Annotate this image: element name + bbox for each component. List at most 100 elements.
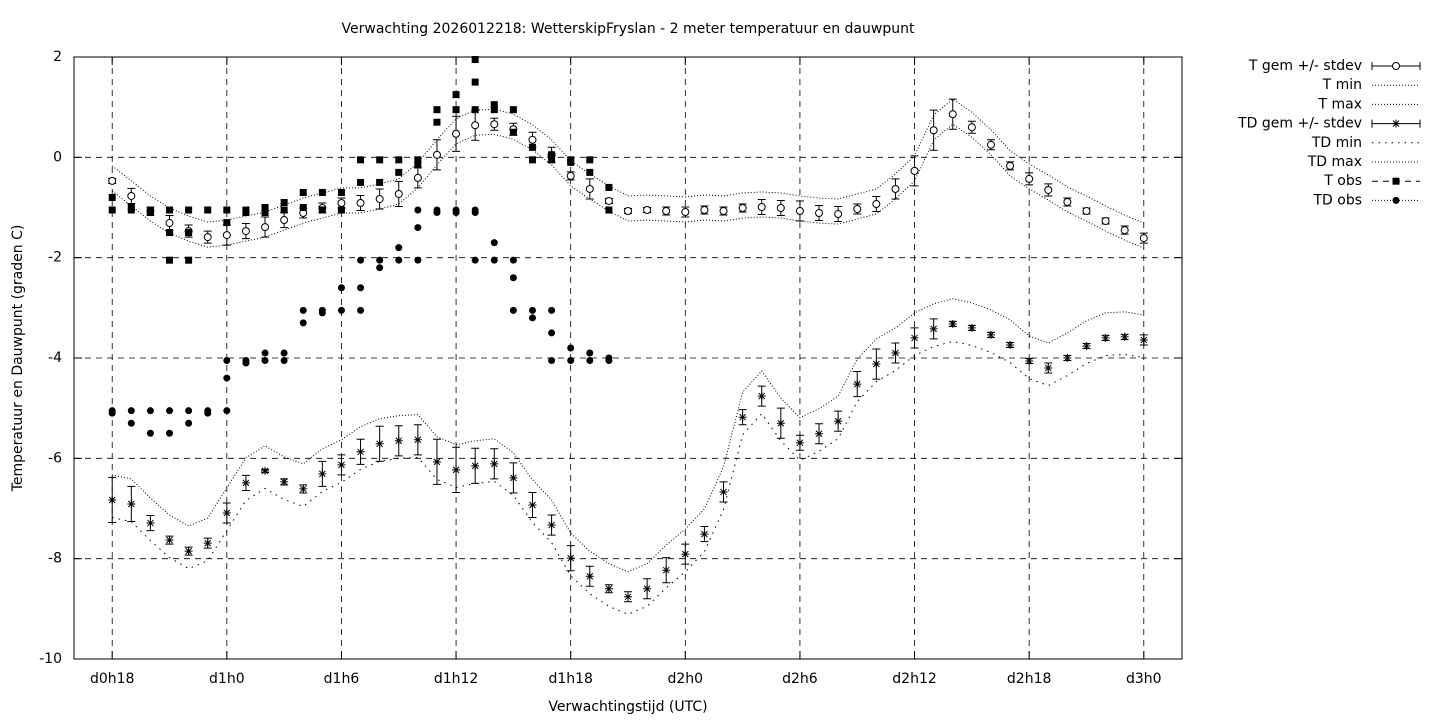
point xyxy=(185,256,193,264)
point xyxy=(509,106,517,114)
point xyxy=(452,209,460,217)
point xyxy=(241,478,250,487)
point xyxy=(127,206,135,214)
point xyxy=(548,306,556,314)
point xyxy=(356,198,365,207)
point xyxy=(318,469,327,478)
point xyxy=(280,206,288,214)
point xyxy=(681,550,690,559)
y-axis-label: Temperatuur en Dauwpunt (graden C) xyxy=(10,225,26,493)
y-tick-label: 2 xyxy=(53,49,62,65)
point xyxy=(375,194,384,203)
point xyxy=(414,156,422,164)
point xyxy=(872,360,881,369)
point xyxy=(567,344,575,352)
point xyxy=(223,206,231,214)
point xyxy=(490,120,499,129)
series-line xyxy=(112,340,1144,615)
point xyxy=(967,323,976,332)
point xyxy=(108,409,116,417)
point xyxy=(490,106,498,114)
point xyxy=(395,256,403,264)
point xyxy=(528,314,536,322)
point xyxy=(204,206,212,214)
x-tick-label: d1h6 xyxy=(324,671,360,687)
point xyxy=(203,539,212,548)
legend-label: TD gem +/- stdev xyxy=(1237,116,1362,132)
point xyxy=(548,151,556,159)
point xyxy=(567,357,575,365)
x-axis-label: Verwachtingstijd (UTC) xyxy=(548,699,707,715)
point xyxy=(738,204,747,213)
point xyxy=(146,407,154,415)
point xyxy=(1120,226,1129,235)
point xyxy=(528,135,537,144)
point xyxy=(376,256,384,264)
y-tick-label: 0 xyxy=(53,149,62,165)
point xyxy=(166,407,174,415)
point xyxy=(395,244,403,252)
point xyxy=(891,184,900,193)
point xyxy=(299,188,307,196)
point xyxy=(490,239,498,247)
point xyxy=(700,530,709,539)
legend-marker xyxy=(1392,119,1400,128)
point xyxy=(261,223,270,232)
point xyxy=(127,499,136,508)
point xyxy=(337,198,346,207)
point xyxy=(452,465,461,474)
point xyxy=(566,171,575,180)
point xyxy=(299,306,307,314)
point xyxy=(872,199,881,208)
point xyxy=(986,140,995,149)
point xyxy=(166,256,174,264)
x-tick-label: d2h18 xyxy=(1007,671,1051,687)
point xyxy=(452,106,460,114)
point xyxy=(948,319,957,328)
point xyxy=(719,207,728,216)
point xyxy=(815,209,824,218)
point xyxy=(394,189,403,198)
point xyxy=(815,429,824,438)
point xyxy=(471,106,479,114)
point xyxy=(1006,340,1015,349)
point xyxy=(1120,332,1129,341)
point xyxy=(509,256,517,264)
point xyxy=(586,168,594,176)
point xyxy=(1139,234,1148,243)
point xyxy=(299,319,307,327)
point xyxy=(242,209,250,217)
point xyxy=(1025,357,1034,366)
point xyxy=(337,460,346,469)
point xyxy=(910,166,919,175)
legend-label: T obs xyxy=(1323,173,1362,189)
point xyxy=(222,509,231,518)
point xyxy=(204,409,212,417)
point xyxy=(337,188,345,196)
point xyxy=(433,209,441,217)
point xyxy=(413,435,422,444)
point xyxy=(146,519,155,528)
x-tick-label: d0h18 xyxy=(90,671,134,687)
point xyxy=(222,231,231,240)
point xyxy=(146,206,154,214)
x-tick-label: d1h0 xyxy=(209,671,245,687)
point xyxy=(318,309,326,317)
point xyxy=(185,419,193,427)
point xyxy=(681,208,690,217)
point xyxy=(662,207,671,216)
point xyxy=(776,204,785,213)
point xyxy=(357,306,365,314)
point xyxy=(986,330,995,339)
point xyxy=(376,178,384,186)
point xyxy=(509,473,518,482)
point xyxy=(1139,335,1148,344)
point xyxy=(605,357,613,365)
series-line xyxy=(112,298,1144,573)
point xyxy=(948,110,957,119)
point xyxy=(280,349,288,357)
point xyxy=(700,206,709,215)
point xyxy=(337,206,345,214)
point xyxy=(318,188,326,196)
